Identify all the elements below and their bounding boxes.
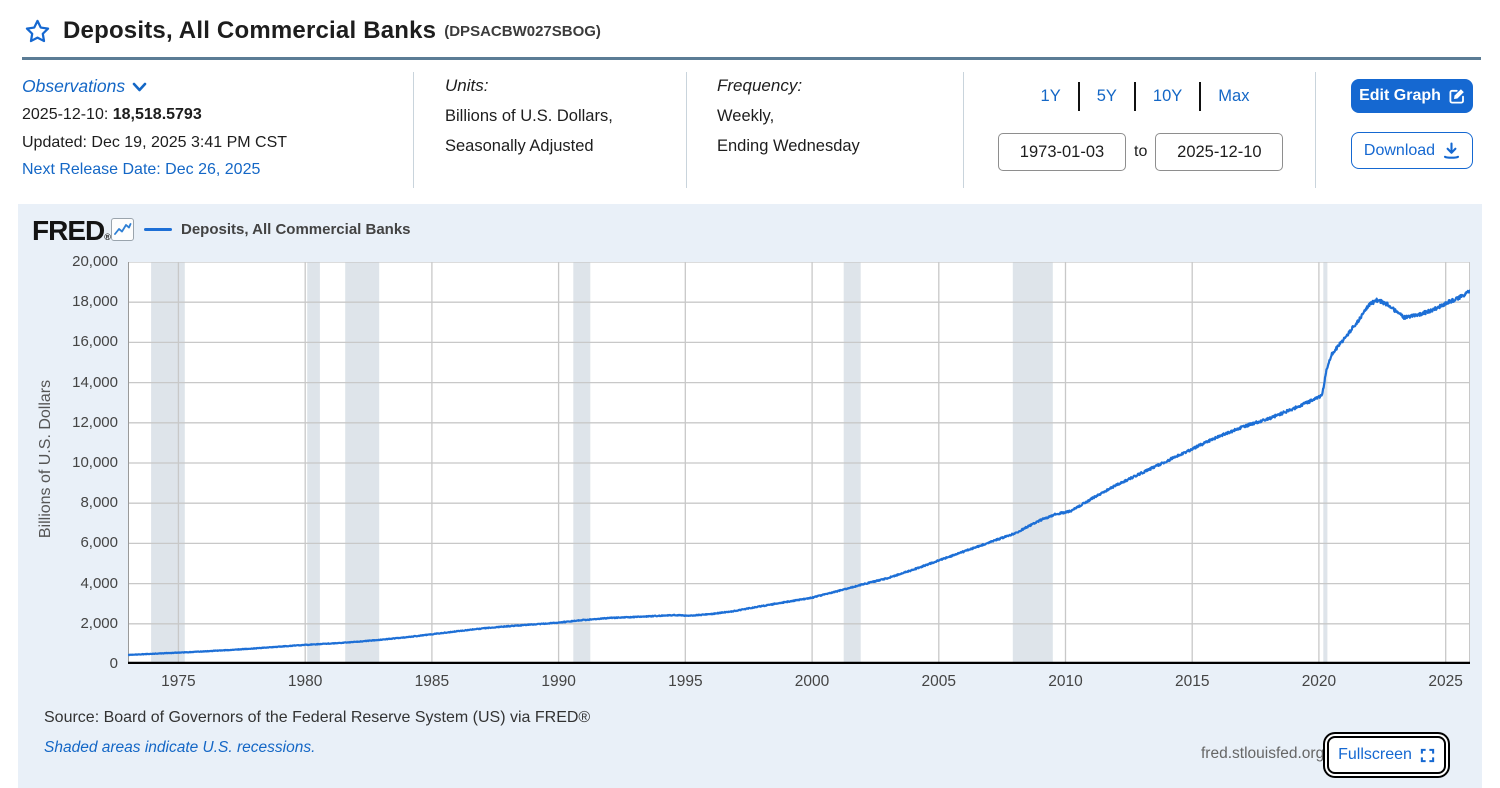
observations-column: Observations 2025-12-10: 18,518.5793 Upd… <box>22 76 287 179</box>
x-tick-label: 2005 <box>921 673 956 690</box>
to-label: to <box>1134 143 1148 160</box>
column-divider <box>413 72 414 188</box>
source-attribution: Source: Board of Governors of the Federa… <box>44 709 591 726</box>
x-tick-label: 1995 <box>668 673 703 690</box>
edit-pencil-icon <box>1449 89 1464 104</box>
column-divider <box>686 72 687 188</box>
range-1y[interactable]: 1Y <box>1040 87 1061 105</box>
edit-graph-button[interactable]: Edit Graph <box>1351 79 1473 113</box>
range-links: 1Y 5Y 10Y Max <box>995 82 1295 111</box>
recession-note-link[interactable]: Shaded areas indicate U.S. recessions. <box>44 739 316 756</box>
observation-date: 2025-12-10: <box>22 106 109 123</box>
y-tick-label: 12,000 <box>72 413 118 431</box>
range-10y[interactable]: 10Y <box>1152 87 1183 105</box>
observation-value: 18,518.5793 <box>112 106 202 123</box>
fred-chart-icon <box>111 218 134 241</box>
y-tick-label: 20,000 <box>72 253 118 270</box>
next-release-link[interactable]: Next Release Date: Dec 26, 2025 <box>22 161 261 178</box>
deposits-series-line[interactable] <box>128 289 1470 657</box>
download-button[interactable]: Download <box>1351 132 1473 169</box>
series-id: (DPSACBW027SBOG) <box>444 22 601 40</box>
observations-label: Observations <box>22 76 126 96</box>
fullscreen-label: Fullscreen <box>1338 746 1412 763</box>
download-icon <box>1444 142 1460 159</box>
legend-label: Deposits, All Commercial Banks <box>181 221 411 238</box>
legend-item[interactable]: Deposits, All Commercial Banks <box>144 221 411 238</box>
units-line2: Seasonally Adjusted <box>445 137 594 155</box>
fullscreen-icon <box>1420 748 1435 762</box>
latest-observation: 2025-12-10: 18,518.5793 <box>22 106 287 124</box>
fred-logo-text: FRED <box>32 215 105 246</box>
fullscreen-button[interactable]: Fullscreen <box>1327 736 1446 774</box>
fred-logo[interactable]: FRED® <box>32 215 111 247</box>
x-tick-label: 2010 <box>1048 673 1083 690</box>
title-divider <box>22 57 1481 60</box>
frequency-label: Frequency: <box>717 76 803 95</box>
y-tick-label: 14,000 <box>72 373 118 391</box>
updated-timestamp: Updated: Dec 19, 2025 3:41 PM CST <box>22 134 288 151</box>
frequency-line2: Ending Wednesday <box>717 137 860 155</box>
chevron-down-icon <box>132 82 147 91</box>
column-divider <box>1315 72 1316 188</box>
favorite-star-icon[interactable] <box>24 18 51 45</box>
range-max[interactable]: Max <box>1218 87 1250 105</box>
x-tick-label: 1980 <box>287 673 323 690</box>
y-tick-label: 2,000 <box>80 614 118 632</box>
fred-logo-registered: ® <box>104 232 111 242</box>
column-divider <box>963 72 964 188</box>
range-5y[interactable]: 5Y <box>1096 87 1117 105</box>
x-tick-label: 1990 <box>541 673 576 690</box>
series-chart[interactable] <box>128 262 1470 664</box>
chart-panel: FRED® Deposits, All Commercial Banks Bil… <box>18 204 1482 788</box>
y-tick-label: 16,000 <box>72 333 118 351</box>
units-label: Units: <box>445 76 489 95</box>
y-tick-label: 10,000 <box>72 454 118 471</box>
y-tick-label: 6,000 <box>80 534 118 552</box>
y-tick-label: 18,000 <box>72 293 118 311</box>
frequency-column: Frequency: Weekly, Ending Wednesday <box>717 76 860 156</box>
download-label: Download <box>1363 141 1436 159</box>
y-tick-label: 8,000 <box>80 494 118 512</box>
title-row: Deposits, All Commercial Banks (DPSACBW0… <box>24 14 601 48</box>
end-date-input[interactable] <box>1155 133 1284 171</box>
y-tick-label: 0 <box>109 655 118 672</box>
units-column: Units: Billions of U.S. Dollars, Seasona… <box>445 76 613 156</box>
units-line1: Billions of U.S. Dollars, <box>445 107 613 125</box>
start-date-input[interactable] <box>998 133 1126 171</box>
y-tick-label: 4,000 <box>80 574 118 592</box>
edit-graph-label: Edit Graph <box>1359 87 1441 104</box>
page-title: Deposits, All Commercial Banks <box>63 17 437 44</box>
plot-area[interactable] <box>128 262 1470 664</box>
x-tick-label: 1985 <box>414 673 450 690</box>
x-tick-label: 2025 <box>1428 673 1463 690</box>
legend-line-swatch <box>144 227 172 232</box>
range-separator <box>1133 82 1136 111</box>
range-separator <box>1077 82 1080 111</box>
x-tick-label: 1975 <box>161 673 196 690</box>
site-watermark: fred.stlouisfed.org <box>1201 745 1325 762</box>
x-tick-label: 2015 <box>1174 673 1210 690</box>
frequency-line1: Weekly, <box>717 107 775 125</box>
observations-dropdown[interactable]: Observations <box>22 76 287 97</box>
range-separator <box>1199 82 1202 111</box>
date-range-row: to <box>998 133 1284 171</box>
x-tick-label: 2000 <box>794 673 830 690</box>
x-tick-label: 2020 <box>1301 673 1337 690</box>
